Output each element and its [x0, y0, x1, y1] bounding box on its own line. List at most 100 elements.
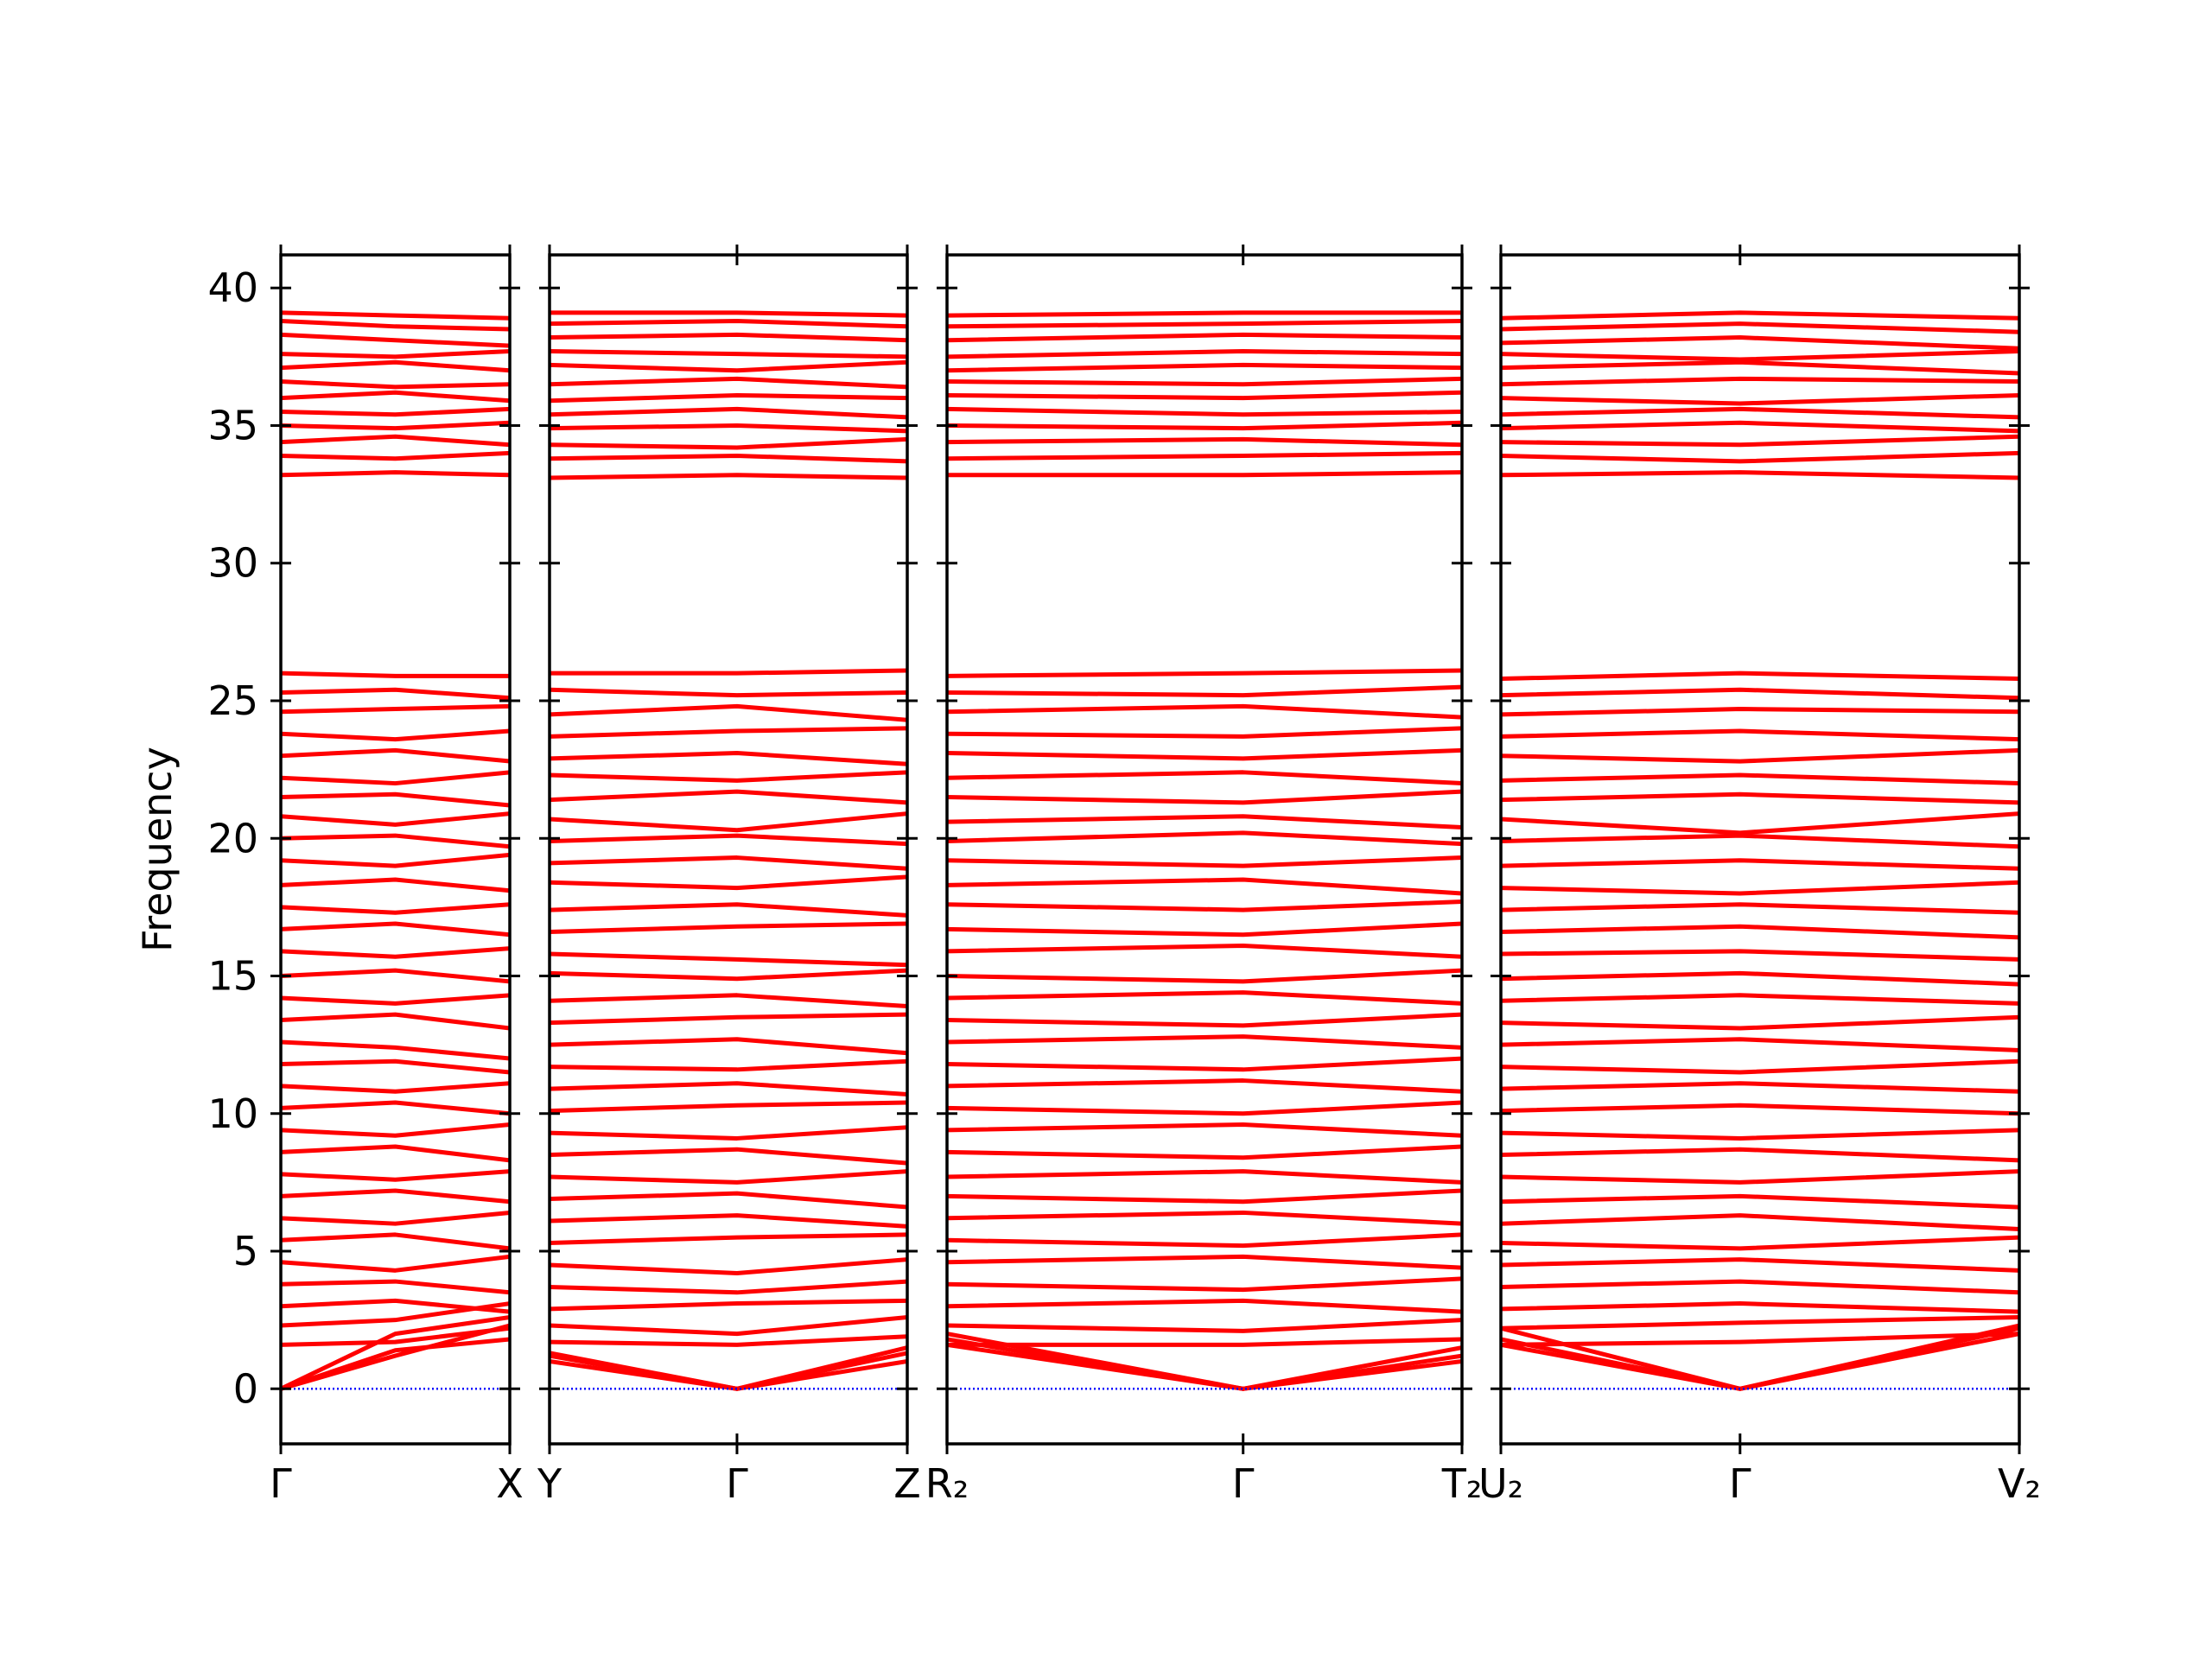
- band-line: [947, 362, 1462, 373]
- band-line: [1501, 671, 2019, 682]
- band-line: [1501, 1128, 2019, 1141]
- band-line: [550, 436, 907, 450]
- x-tick-label: Γ: [270, 1460, 292, 1507]
- y-tick-label: 30: [207, 540, 258, 587]
- band-line: [1501, 310, 2019, 321]
- x-tick-label: T₂: [1441, 1460, 1483, 1507]
- band-line: [947, 1169, 1462, 1185]
- band-line: [281, 379, 510, 390]
- band-line: [281, 434, 510, 448]
- band-line: [947, 450, 1462, 461]
- panel-plot: [550, 310, 907, 1391]
- band-line: [1501, 1058, 2019, 1075]
- band-line: [1501, 392, 2019, 406]
- band-line: [947, 899, 1462, 912]
- band-line: [281, 791, 510, 808]
- band-line: [947, 310, 1462, 318]
- band-line: [550, 1257, 907, 1276]
- band-line: [1501, 406, 2019, 420]
- band-line: [947, 684, 1462, 698]
- band-line: [550, 1232, 907, 1245]
- band-line: [1501, 335, 2019, 351]
- band-line: [1501, 1169, 2019, 1185]
- band-line: [947, 1332, 1462, 1391]
- y-tick-label: 5: [233, 1228, 258, 1274]
- band-line: [1501, 858, 2019, 871]
- x-tick-label: R₂: [925, 1460, 969, 1507]
- band-line: [550, 359, 907, 373]
- band-line: [281, 747, 510, 764]
- x-tick-label: Y: [537, 1460, 563, 1507]
- band-line: [1501, 420, 2019, 434]
- y-tick-label: 35: [207, 402, 258, 448]
- band-line: [1501, 833, 2019, 849]
- band-line: [947, 1144, 1462, 1160]
- band-line: [550, 1058, 907, 1072]
- band-line: [947, 470, 1462, 478]
- band-line: [550, 423, 907, 434]
- band-line: [1501, 1037, 2019, 1053]
- band-line: [1501, 728, 2019, 742]
- y-tick-label: 15: [207, 953, 258, 1000]
- band-line: [550, 310, 907, 318]
- band-line: [1501, 880, 2019, 896]
- band-line: [1501, 707, 2019, 717]
- band-line: [1501, 687, 2019, 701]
- band-line: [281, 852, 510, 868]
- band-line: [281, 921, 510, 938]
- band-line: [1501, 359, 2019, 376]
- band-line: [550, 1147, 907, 1166]
- band-line: [281, 1188, 510, 1205]
- band-line: [947, 747, 1462, 761]
- band-line: [550, 392, 907, 404]
- band-line: [281, 1254, 510, 1273]
- band-line: [1501, 1301, 2019, 1314]
- band-line: [550, 406, 907, 420]
- x-tick-label: X: [496, 1460, 524, 1507]
- band-line: [1501, 450, 2019, 464]
- band-line: [947, 814, 1462, 830]
- band-line: [550, 1037, 907, 1056]
- band-line: [281, 833, 510, 849]
- panel-frame: [945, 253, 1464, 1446]
- band-line: [947, 1276, 1462, 1293]
- band-line: [947, 1337, 1462, 1347]
- band-line: [947, 1012, 1462, 1028]
- y-axis-label: Frequency: [134, 747, 181, 952]
- band-line: [550, 951, 907, 968]
- panel-plot: [281, 310, 510, 1391]
- band-line: [947, 348, 1462, 359]
- y-tick-label: 0: [233, 1365, 258, 1412]
- band-line: [281, 993, 510, 1006]
- band-line: [550, 348, 907, 359]
- band-line: [550, 874, 907, 891]
- band-line: [550, 1213, 907, 1229]
- band-line: [1501, 747, 2019, 764]
- band-line: [1501, 376, 2019, 387]
- band-line: [281, 1058, 510, 1075]
- x-tick-label: U₂: [1478, 1460, 1523, 1507]
- band-line: [550, 668, 907, 676]
- band-line: [550, 687, 907, 698]
- band-line: [1501, 924, 2019, 940]
- band-line: [281, 406, 510, 417]
- band-line: [947, 1056, 1462, 1072]
- y-tick-label: 25: [207, 677, 258, 724]
- band-line: [1501, 1279, 2019, 1295]
- band-line: [550, 454, 907, 464]
- band-line: [947, 1254, 1462, 1270]
- band-line: [947, 703, 1462, 720]
- band-line: [281, 1315, 510, 1391]
- y-tick-label: 10: [207, 1090, 258, 1137]
- band-line: [281, 703, 510, 715]
- band-line: [947, 390, 1462, 401]
- band-line: [947, 789, 1462, 805]
- band-line: [947, 830, 1462, 847]
- band-line: [1501, 434, 2019, 448]
- band-line: [947, 318, 1462, 329]
- band-line: [550, 789, 907, 805]
- band-line: [550, 1169, 907, 1185]
- band-line: [947, 406, 1462, 417]
- band-line: [1501, 1332, 2019, 1347]
- band-line: [281, 450, 510, 461]
